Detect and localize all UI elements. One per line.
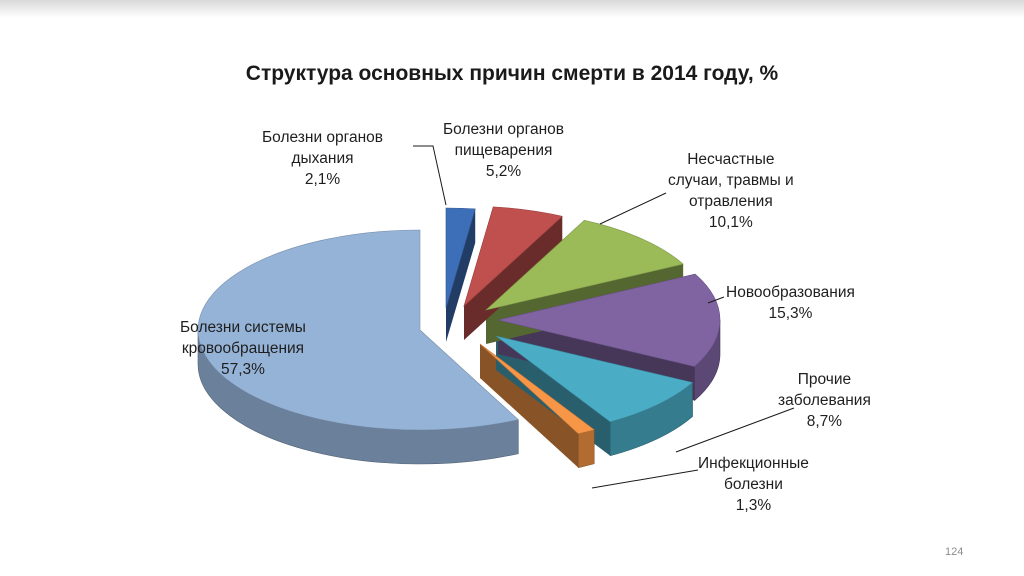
slide-top-band xyxy=(0,0,1024,18)
slice-label-line: случаи, травмы и xyxy=(668,172,794,189)
slice-label-line: Прочие xyxy=(797,371,852,388)
slice-side-infectious xyxy=(577,429,595,469)
slice-label-infectious: Инфекционные болезни 1,3% xyxy=(698,453,809,516)
pie-slice-respiratory xyxy=(445,207,476,309)
slice-label-line: Болезни органов xyxy=(262,129,383,146)
leader-line-infectious xyxy=(591,469,699,489)
slice-label-line: пищеварения xyxy=(454,142,553,159)
slice-label-line: Болезни органов xyxy=(443,121,564,138)
leader-line-accidents xyxy=(599,192,667,225)
slice-label-circulatory: Болезни системы кровообращения 57,3% xyxy=(180,317,306,380)
leader-line-other xyxy=(675,407,795,453)
slice-label-line: Новообразования xyxy=(726,284,855,301)
slice-value-label: 1,3% xyxy=(735,497,772,514)
leader-line-respiratory xyxy=(413,145,447,206)
pie-slice-circulatory xyxy=(197,229,519,431)
slice-label-line: Несчастные xyxy=(687,151,775,168)
leader-line-neoplasms xyxy=(707,296,725,304)
slice-label-line: заболевания xyxy=(778,392,871,409)
chart-title: Структура основных причин смерти в 2014 … xyxy=(245,62,779,85)
slice-label-line: болезни xyxy=(724,476,783,493)
slice-label-digestive: Болезни органов пищеварения 5,2% xyxy=(443,119,564,182)
pie-slice-neoplasms xyxy=(497,273,721,367)
slice-value-label: 8,7% xyxy=(806,413,843,430)
slice-value-label: 57,3% xyxy=(220,361,265,378)
slice-value-label: 5,2% xyxy=(485,163,522,180)
slice-value-label: 15,3% xyxy=(768,305,813,322)
pie-slice-digestive xyxy=(463,206,563,307)
slice-label-line: дыхания xyxy=(291,150,354,167)
slice-label-neoplasms: Новообразования 15,3% xyxy=(726,282,855,324)
slice-label-accidents: Несчастные случаи, травмы и отравления 1… xyxy=(668,149,794,233)
slice-wall-respiratory xyxy=(446,208,476,342)
slice-value-label: 2,1% xyxy=(304,171,341,188)
slice-label-line: Инфекционные xyxy=(698,455,809,472)
slice-value-label: 10,1% xyxy=(708,214,753,231)
page-number: 124 xyxy=(945,546,964,558)
pie-slice-other xyxy=(495,335,694,423)
slice-label-line: Болезни системы xyxy=(180,319,306,336)
pie-slice-infectious xyxy=(479,343,595,434)
slice-label-other: Прочие заболевания 8,7% xyxy=(778,369,871,432)
slice-label-line: отравления xyxy=(688,193,773,210)
slice-label-respiratory: Болезни органов дыхания 2,1% xyxy=(262,127,383,190)
slice-label-line: кровообращения xyxy=(181,340,305,357)
pie-slice-accidents xyxy=(484,220,684,311)
